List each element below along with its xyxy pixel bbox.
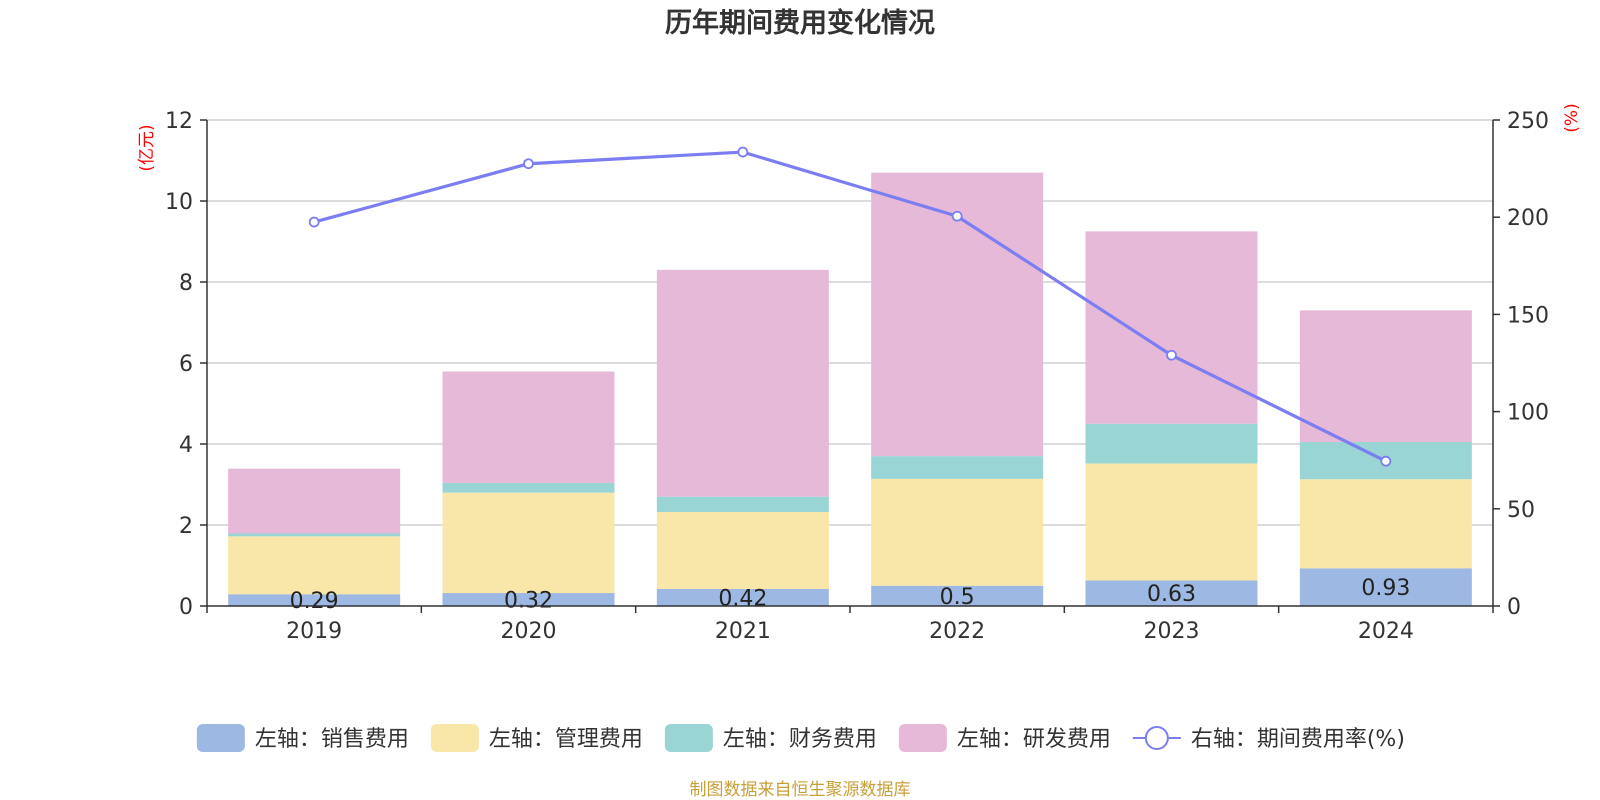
bar-segment (656, 496, 829, 513)
series-line (313, 150, 1387, 463)
left-tick-label: 6 (179, 352, 193, 377)
legend-marker (1144, 726, 1169, 750)
bar-segment (1085, 463, 1258, 581)
data-label: 0.93 (1361, 576, 1410, 601)
right-tick-label: 50 (1507, 498, 1535, 523)
bar-segment (442, 371, 615, 483)
left-tick-label: 4 (179, 433, 193, 458)
legend-swatch (196, 724, 245, 752)
legend-label: 右轴：期间费用率(%) (1191, 727, 1405, 752)
left-tick-label: 12 (165, 109, 193, 134)
bar-segment (1085, 423, 1258, 464)
chart-title: 历年期间费用变化情况 (665, 7, 935, 39)
right-tick-label: 100 (1507, 401, 1549, 426)
bar-segment (1085, 580, 1258, 606)
legend: 左轴：销售费用 左轴：管理费用 左轴：财务费用 左轴：研发费用 右轴：期间费用率(%) (196, 724, 1405, 752)
left-tick-label: 0 (179, 595, 193, 620)
legend-swatch (664, 724, 713, 752)
bar-segment (228, 594, 401, 606)
line-point (737, 146, 749, 158)
bar-segment (228, 533, 401, 537)
right-tick-label: 200 (1507, 206, 1549, 231)
bar-segment (1085, 231, 1258, 424)
legend-label: 左轴：管理费用 (489, 727, 643, 752)
line-point (308, 216, 320, 228)
left-tick-label: 10 (165, 190, 193, 215)
data-label: 0.63 (1147, 582, 1196, 607)
line-point (1166, 349, 1177, 361)
bar-segment (1299, 310, 1472, 442)
bar-segment (656, 588, 829, 606)
source-note: 制图数据来自恒生聚源数据库 (690, 780, 911, 800)
line-point (523, 158, 534, 170)
bar-segment (442, 593, 615, 606)
bar-segment (228, 468, 401, 534)
line-point (1380, 455, 1392, 467)
gridlines (207, 119, 1493, 526)
bar-segment (442, 482, 615, 493)
x-tick-label: 2021 (715, 619, 771, 644)
data-label: 0.42 (718, 586, 767, 611)
x-tick-label: 2024 (1358, 619, 1414, 644)
bars: 0.29 0.32 0.42 0.5 0.63 0.93 (228, 172, 1472, 614)
legend-label: 左轴：研发费用 (957, 727, 1111, 752)
bar-segment (871, 478, 1044, 586)
axes: 0 2 4 6 8 10 12 0 50 100 150 200 250 2019 2020 2021 2022… (165, 109, 1549, 644)
bar-segment (228, 536, 401, 595)
bar-segment (656, 512, 829, 589)
bar-segment (656, 269, 829, 497)
rate-line (308, 146, 1392, 467)
legend-label: 左轴：财务费用 (723, 727, 877, 752)
bar-segment (871, 456, 1044, 479)
line-point (951, 210, 963, 222)
x-tick-label: 2023 (1144, 619, 1200, 644)
left-tick-label: 2 (179, 514, 193, 539)
bar-segment (1299, 568, 1472, 606)
legend-label: 左轴：销售费用 (255, 727, 409, 752)
legend-swatch (430, 724, 479, 752)
right-tick-label: 0 (1507, 595, 1521, 620)
data-label: 0.32 (504, 589, 553, 614)
data-label: 0.29 (290, 589, 339, 614)
right-tick-label: 250 (1507, 109, 1549, 134)
x-tick-label: 2019 (286, 619, 342, 644)
x-tick-label: 2022 (929, 619, 985, 644)
bar-segment (1299, 479, 1472, 569)
legend-swatch (898, 724, 947, 752)
right-axis-unit: (%) (1562, 103, 1582, 132)
left-axis-unit: (亿元) (137, 124, 157, 171)
bar-segment (871, 585, 1044, 606)
left-tick-label: 8 (179, 271, 193, 296)
bar-segment (442, 492, 615, 594)
right-tick-label: 150 (1507, 303, 1549, 328)
x-tick-label: 2020 (501, 619, 557, 644)
